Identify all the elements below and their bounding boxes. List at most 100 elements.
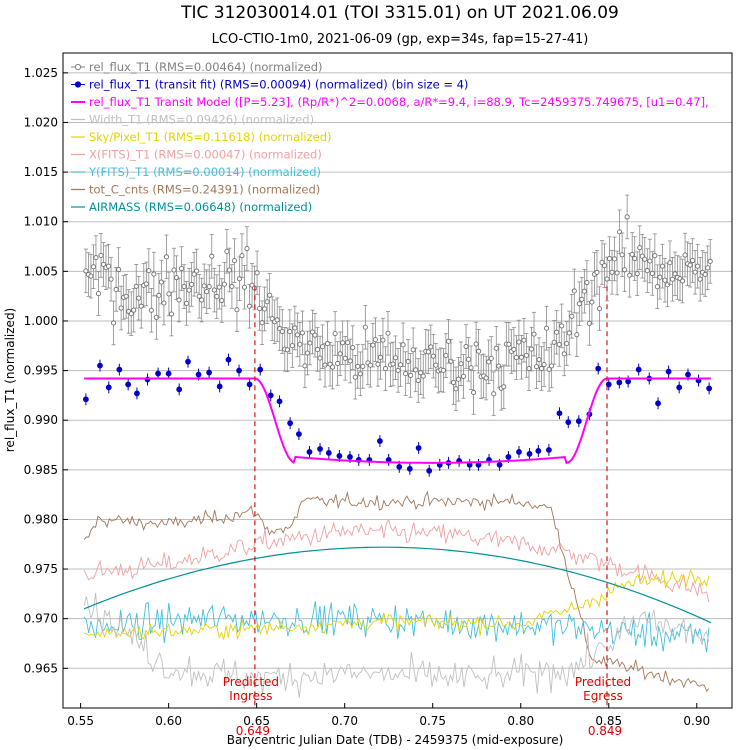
unbinned-point <box>330 364 336 370</box>
legend-label: AIRMASS (RMS=0.06648) (normalized) <box>89 200 312 214</box>
unbinned-point <box>360 363 366 369</box>
y-tick-label: 0.970 <box>24 612 58 626</box>
unbinned-point <box>166 291 172 297</box>
y-tick-label: 1.025 <box>24 66 58 80</box>
unbinned-point <box>516 339 522 345</box>
binned-point <box>267 392 274 399</box>
unbinned-point <box>687 262 693 268</box>
unbinned-point <box>392 355 399 361</box>
unbinned-point <box>609 269 615 275</box>
unbinned-point <box>111 320 117 326</box>
unbinned-point <box>672 271 678 277</box>
binned-point <box>195 371 202 378</box>
unbinned-point <box>443 353 449 359</box>
binned-point <box>655 400 661 407</box>
binned-point <box>287 420 294 427</box>
unbinned-point <box>546 366 552 372</box>
transit-model-series <box>84 377 711 465</box>
unbinned-point <box>161 300 167 306</box>
unbinned-point <box>100 261 107 267</box>
unbinned-point <box>362 324 368 330</box>
x-tick-label: 0.55 <box>67 714 94 728</box>
binned-point <box>635 366 642 373</box>
binned-point <box>565 419 572 426</box>
unbinned-point <box>206 284 212 290</box>
unbinned-point <box>241 284 248 290</box>
legend-label: Y(FITS)_T1 (RMS=0.00014) (normalized) <box>88 165 321 179</box>
x-axis-label: Barycentric Julian Date (TDB) - 2459375 … <box>227 733 564 747</box>
unbinned-point <box>559 323 565 329</box>
unbinned-point <box>88 273 94 279</box>
airmass-line <box>83 546 712 624</box>
unbinned-point <box>239 253 245 259</box>
x-tick-label: 0.65 <box>243 714 270 728</box>
unbinned-point <box>204 289 210 295</box>
binned-point <box>155 370 161 377</box>
unbinned-point <box>375 361 381 367</box>
chart-subtitle: LCO-CTIO-1m0, 2021-06-09 (gp, exp=34s, f… <box>212 32 589 47</box>
unbinned-point <box>146 268 152 274</box>
unbinned-point <box>584 279 590 286</box>
unbinned-point <box>501 384 507 390</box>
binned-point <box>97 362 103 369</box>
unbinned-point <box>564 340 570 347</box>
unbinned-point <box>370 342 376 348</box>
unbinned-point <box>589 299 595 305</box>
unbinned-point <box>292 325 298 331</box>
legend-label: rel_flux_T1 (RMS=0.00464) (normalized) <box>89 60 323 74</box>
unbinned-point <box>83 268 89 274</box>
unbinned-point <box>415 377 421 384</box>
unbinned-point <box>284 347 290 353</box>
predicted-label-line2: Egress <box>583 689 623 703</box>
unbinned-point <box>98 252 104 259</box>
binned-point <box>336 453 343 459</box>
predicted-event-markers <box>254 286 608 708</box>
unbinned-point <box>196 293 202 299</box>
unbinned-point <box>408 372 414 378</box>
unbinned-point <box>267 292 273 298</box>
y-axis-label: rel_flux_T1 (normalized) <box>3 308 17 452</box>
unbinned-point <box>123 293 129 299</box>
unbinned-point <box>493 345 499 351</box>
unbinned-point <box>622 267 628 273</box>
unbinned-point <box>468 365 474 371</box>
legend-label: rel_flux_T1 (transit fit) (RMS=0.00094) … <box>89 78 468 92</box>
legend-item: Y(FITS)_T1 (RMS=0.00014) (normalized) <box>71 165 321 179</box>
binned-point <box>82 396 89 403</box>
unbinned-point <box>398 362 404 368</box>
unbinned-point <box>594 269 600 275</box>
unbinned-point <box>289 343 295 349</box>
unbinned-point <box>453 386 459 392</box>
x-tick-label: 0.80 <box>507 714 534 728</box>
unbinned-point <box>224 248 230 254</box>
unbinned-point <box>506 341 512 347</box>
unbinned-flux-series <box>83 194 713 417</box>
unbinned-point <box>231 258 237 264</box>
unbinned-point <box>304 350 310 356</box>
unbinned-point <box>647 258 653 264</box>
aux-series-line <box>83 601 710 653</box>
unbinned-point <box>556 341 562 347</box>
unbinned-point <box>209 253 215 259</box>
unbinned-point <box>654 284 660 290</box>
unbinned-point <box>697 276 703 282</box>
binned-point <box>526 451 533 457</box>
unbinned-point <box>113 286 119 293</box>
unbinned-point <box>355 363 361 369</box>
binned-point <box>306 449 313 455</box>
binned-point <box>396 463 403 470</box>
unbinned-point <box>576 301 582 307</box>
unbinned-point <box>93 255 99 261</box>
unbinned-point <box>219 297 225 304</box>
unbinned-point <box>523 352 530 358</box>
binned-point <box>296 431 302 437</box>
binned-point <box>225 356 232 363</box>
unbinned-point <box>377 354 383 360</box>
legend-label: Sky/Pixel_T1 (RMS=0.11618) (normalized) <box>89 130 331 144</box>
unbinned-point <box>199 297 205 303</box>
predicted-label-line1: Predicted <box>223 675 279 689</box>
unbinned-point <box>692 269 698 275</box>
legend-label: X(FITS)_T1 (RMS=0.00047) (normalized) <box>89 148 322 162</box>
binned-point <box>535 448 542 454</box>
unbinned-point <box>544 325 550 331</box>
